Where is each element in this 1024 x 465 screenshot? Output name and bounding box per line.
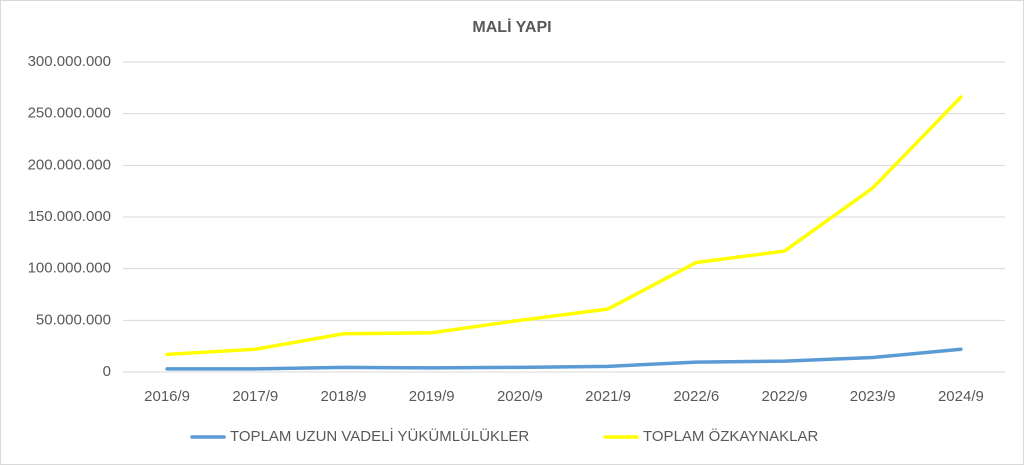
x-tick-label: 2023/9 bbox=[850, 388, 896, 405]
y-tick-label: 300.000.000 bbox=[28, 53, 111, 70]
x-tick-label: 2018/9 bbox=[321, 388, 367, 405]
y-tick-label: 0 bbox=[103, 363, 111, 380]
x-tick-label: 2019/9 bbox=[409, 388, 455, 405]
y-tick-label: 250.000.000 bbox=[28, 105, 111, 122]
legend-label: TOPLAM ÖZKAYNAKLAR bbox=[643, 427, 818, 445]
x-tick-label: 2017/9 bbox=[232, 388, 278, 405]
legend-label: TOPLAM UZUN VADELİ YÜKÜMLÜLÜKLER bbox=[230, 427, 529, 445]
x-tick-label: 2022/9 bbox=[762, 388, 808, 405]
series-line bbox=[165, 95, 963, 357]
y-tick-label: 150.000.000 bbox=[28, 208, 111, 225]
x-tick-label: 2016/9 bbox=[144, 388, 190, 405]
series-line bbox=[165, 347, 963, 371]
y-tick-label: 200.000.000 bbox=[28, 156, 111, 173]
y-tick-label: 100.000.000 bbox=[28, 260, 111, 277]
chart-title: MALİ YAPI bbox=[472, 18, 551, 36]
x-tick-label: 2021/9 bbox=[585, 388, 631, 405]
y-tick-label: 50.000.000 bbox=[36, 311, 111, 328]
x-tick-label: 2024/9 bbox=[938, 388, 984, 405]
x-tick-label: 2022/6 bbox=[673, 388, 719, 405]
x-tick-label: 2020/9 bbox=[497, 388, 543, 405]
